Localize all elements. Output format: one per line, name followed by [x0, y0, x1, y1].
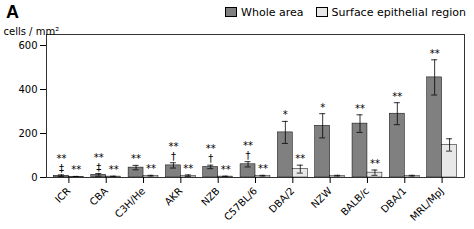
svg-text:DBA/1: DBA/1: [379, 185, 409, 215]
svg-text:**: **: [109, 164, 119, 175]
svg-text:400: 400: [18, 84, 37, 95]
svg-text:**‡: **‡: [94, 152, 104, 173]
svg-text:C57BL/6: C57BL/6: [222, 185, 259, 222]
html-text:Whole area: Whole area: [241, 5, 304, 19]
svg-text:**‡: **‡: [56, 153, 66, 174]
svg-text:**: **: [370, 158, 380, 169]
svg-text:**: **: [221, 164, 231, 175]
svg-text:MRL/MpJ: MRL/MpJ: [408, 185, 446, 223]
svg-text:**: **: [430, 48, 440, 59]
svg-text:DBA/2: DBA/2: [267, 185, 297, 215]
svg-text:C3H/He: C3H/He: [113, 185, 148, 220]
svg-text:cells / mm²: cells / mm²: [4, 26, 60, 37]
svg-text:ICR: ICR: [53, 185, 73, 205]
svg-text:*: *: [283, 109, 288, 120]
svg-text:**: **: [146, 163, 156, 174]
svg-text:600: 600: [18, 40, 37, 51]
svg-text:**: **: [71, 164, 81, 175]
svg-text:NZB: NZB: [199, 185, 222, 208]
svg-text:**†: **†: [168, 141, 178, 162]
svg-text:**: **: [131, 153, 141, 164]
svg-text:0: 0: [31, 172, 37, 183]
svg-text:**: **: [258, 163, 268, 174]
svg-text:**†: **†: [206, 143, 216, 164]
svg-text:**: **: [355, 103, 365, 114]
html-text:A: A: [6, 1, 19, 22]
svg-text:NZW: NZW: [309, 185, 334, 210]
svg-text:*: *: [320, 102, 325, 113]
svg-text:**: **: [295, 153, 305, 164]
svg-text:**: **: [183, 163, 193, 174]
svg-text:BALB/c: BALB/c: [339, 185, 372, 218]
svg-text:**†: **†: [243, 140, 253, 161]
svg-text:**: **: [392, 91, 402, 102]
svg-text:CBA: CBA: [87, 185, 110, 208]
html-text:Surface epithelial region: Surface epithelial region: [331, 5, 466, 19]
svg-text:AKR: AKR: [162, 185, 184, 207]
svg-text:200: 200: [18, 128, 37, 139]
